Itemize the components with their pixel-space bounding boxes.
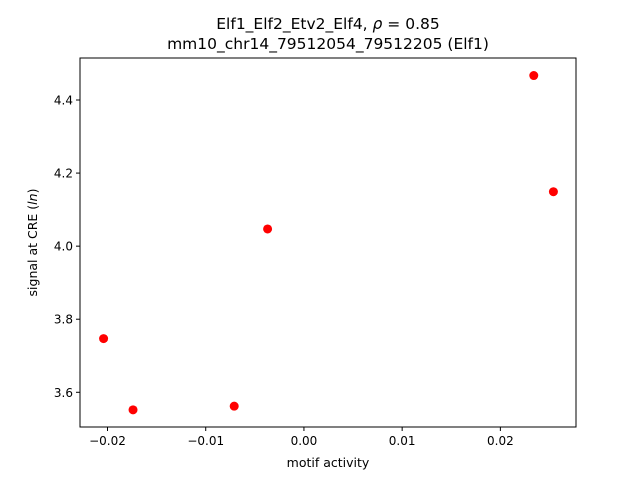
- data-point: [263, 224, 273, 234]
- x-axis-label: motif activity: [287, 455, 370, 470]
- y-tick-label: 3.6: [54, 386, 73, 400]
- axes-frame: [79, 57, 577, 428]
- data-point: [229, 401, 239, 411]
- data-point: [99, 334, 109, 344]
- x-tick-label: 0.01: [389, 434, 416, 448]
- x-tick-label: 0.00: [291, 434, 318, 448]
- x-tick-label: 0.02: [487, 434, 514, 448]
- y-tick-label: 4.4: [54, 94, 73, 108]
- y-tick-label: 4.0: [54, 240, 73, 254]
- x-axis: −0.02 −0.01 0.00 0.01 0.02: [89, 427, 514, 448]
- chart-title-line2: mm10_chr14_79512054_79512205 (Elf1): [167, 35, 489, 54]
- data-point: [548, 187, 558, 197]
- plot-area: [99, 71, 558, 415]
- chart-title-line1: Elf1_Elf2_Etv2_Elf4, ρ = 0.85: [216, 15, 439, 34]
- data-point: [529, 71, 539, 81]
- data-point: [128, 405, 138, 415]
- x-tick-label: −0.02: [89, 434, 126, 448]
- y-tick-label: 3.8: [54, 313, 73, 327]
- x-tick-label: −0.01: [187, 434, 224, 448]
- y-axis-label: signal at CRE (ln): [25, 189, 40, 297]
- y-axis: 3.6 3.8 4.0 4.2 4.4: [54, 94, 80, 400]
- y-tick-label: 4.2: [54, 167, 73, 181]
